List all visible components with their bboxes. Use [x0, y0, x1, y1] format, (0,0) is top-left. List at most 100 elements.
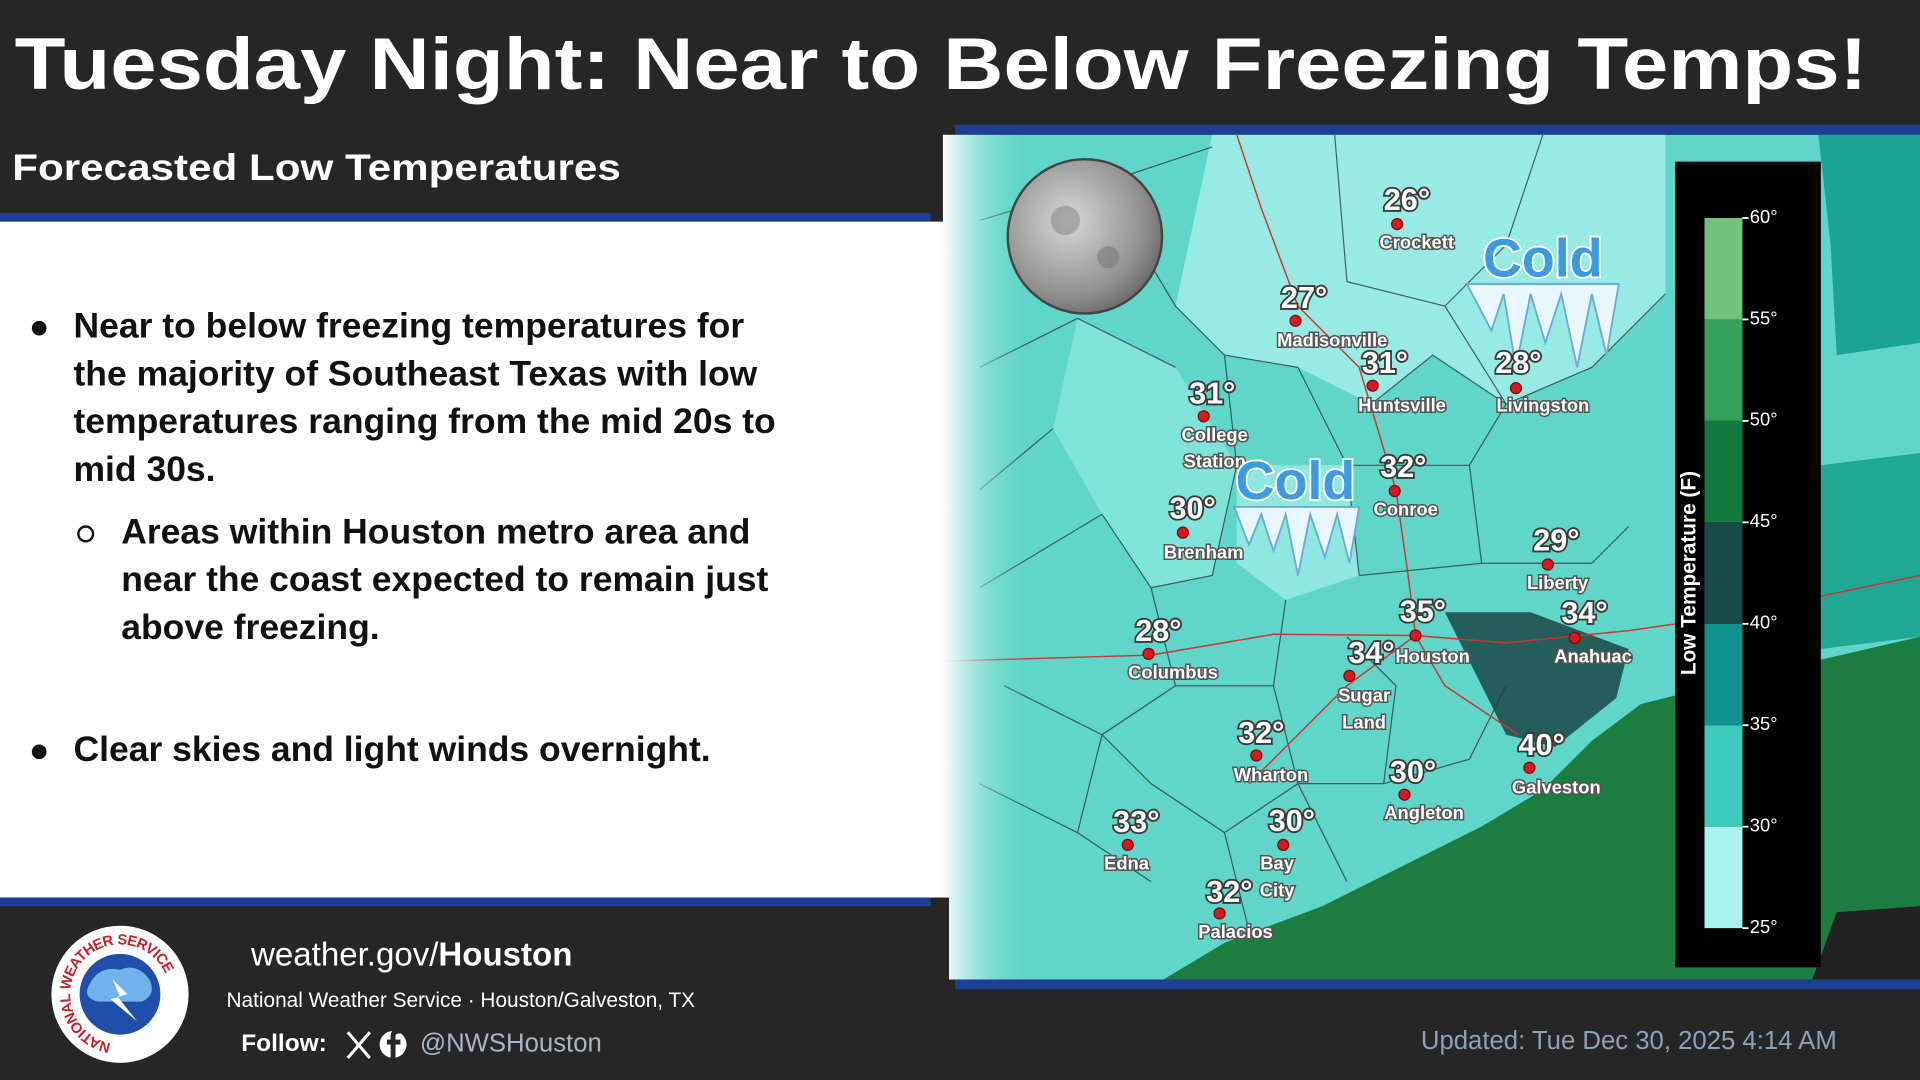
city-name: City [1260, 879, 1295, 900]
legend-label: 60° [1750, 206, 1778, 227]
cold-label: Cold [1483, 228, 1603, 288]
cities: 26°Crockett27°Madisonville31°Huntsville2… [1103, 181, 1634, 943]
legend-title: Low Temperature (F) [1677, 471, 1700, 675]
city-temp: 30° [1269, 804, 1315, 838]
x-icon[interactable] [346, 1031, 371, 1059]
legend-label: 25° [1750, 916, 1778, 937]
city-dot [1391, 217, 1404, 231]
sub-bullet-line: above freezing. [121, 607, 379, 647]
city-temp: 26° [1384, 183, 1430, 217]
legend-label: 40° [1750, 612, 1778, 633]
nws-logo: NATIONAL WEATHER SERVICE [51, 925, 189, 1063]
city-temp: 30° [1170, 492, 1216, 526]
city-temp: 29° [1533, 524, 1579, 558]
legend-label: 45° [1750, 510, 1778, 531]
city-temp: 28° [1495, 346, 1541, 380]
bullet-line: Near to below freezing temperatures for [73, 306, 744, 346]
city-temp: 35° [1400, 595, 1446, 629]
city-temp: 27° [1281, 281, 1327, 315]
handle[interactable]: @NWSHouston [420, 1029, 602, 1057]
city-name: Edna [1104, 852, 1150, 873]
city-name: Palacios [1198, 921, 1273, 942]
map-fade [942, 134, 1029, 980]
city-temp: 30° [1390, 755, 1436, 789]
legend-band [1704, 217, 1743, 320]
city-temp: 32° [1380, 450, 1426, 484]
city-temp: 31° [1189, 377, 1235, 411]
city-name: Brenham [1164, 541, 1244, 562]
city-temp: 32° [1238, 716, 1284, 750]
bullet-dot [31, 744, 47, 760]
city-dot [1509, 382, 1523, 395]
warm-region [1820, 453, 1920, 649]
city-dot [1213, 907, 1226, 920]
city-temp: 33° [1113, 805, 1159, 839]
city-dot [1541, 558, 1554, 571]
legend-band [1704, 420, 1743, 523]
city-name: Liberty [1527, 572, 1589, 593]
moon [1006, 157, 1164, 315]
city-dot [1250, 749, 1263, 762]
legend-band [1704, 522, 1743, 624]
city-temp: 32° [1206, 875, 1252, 909]
legend-label: 50° [1750, 409, 1778, 430]
city-dot [1398, 788, 1411, 801]
legend-band [1704, 826, 1743, 929]
logo-bolt [110, 979, 138, 1022]
city-temp: 34° [1348, 636, 1394, 670]
city-dot [1197, 410, 1210, 423]
city-name: Conroe [1374, 498, 1438, 519]
moon-crater [1050, 205, 1080, 236]
legend-band [1704, 725, 1743, 827]
city-name: Sugar [1338, 685, 1390, 706]
city-name: College [1182, 424, 1248, 445]
city-dot [1121, 838, 1134, 852]
office: National Weather Service · Houston/Galve… [227, 989, 696, 1012]
city-name: Huntsville [1358, 394, 1446, 415]
warm-region [1818, 134, 1920, 356]
header-bar [0, 0, 1920, 135]
website: weather.gov/Houston [250, 936, 572, 973]
title: Tuesday Night: Near to Below Freezing Te… [15, 22, 1868, 105]
subtitle: Forecasted Low Temperatures [12, 147, 621, 188]
city-name: Madisonville [1277, 329, 1387, 350]
city-name: Bay [1260, 852, 1294, 873]
sub-bullet-dot [77, 525, 95, 543]
city-dot [1388, 484, 1401, 498]
city-temp: 34° [1561, 596, 1607, 630]
cold-region [1053, 318, 1237, 588]
moon-crater [1097, 246, 1120, 269]
city-dot [1289, 314, 1302, 327]
city-dot [1176, 526, 1189, 539]
icicles [1232, 283, 1620, 576]
city-dot [1277, 838, 1290, 852]
city-name: Livingston [1496, 394, 1589, 415]
icicle [1232, 506, 1361, 576]
city-name: Crockett [1379, 232, 1453, 253]
legend-label: 35° [1750, 713, 1778, 734]
website-domain: weather.gov/ [250, 936, 439, 973]
city-name: Land [1342, 712, 1386, 733]
follow-label: Follow: [241, 1030, 327, 1057]
bullet-line: mid 30s. [73, 449, 215, 489]
city-temp: 31° [1362, 346, 1408, 380]
city-dot [1523, 761, 1536, 774]
city-name: Anahuac [1554, 645, 1632, 666]
accent-line [955, 124, 1920, 135]
bullet-list: Near to below freezing temperatures for t… [31, 306, 776, 769]
subtitle-bar [0, 134, 943, 221]
legend: 60° 55° 50° 45° 40° 35° 30° 25° Low Temperature … [1677, 206, 1777, 937]
website-office: Houston [438, 936, 572, 973]
city-dot [1568, 631, 1581, 645]
gulf-dark [1812, 906, 1920, 980]
bullet-line: Clear skies and light winds overnight. [73, 729, 710, 769]
text-panel [0, 221, 949, 898]
city-name: Galveston [1512, 776, 1601, 797]
city-dot [1343, 669, 1356, 683]
city-temp: 28° [1135, 614, 1181, 648]
city-name: Wharton [1234, 764, 1308, 785]
sub-bullet-line: Areas within Houston metro area and [121, 511, 750, 551]
updated: Updated: Tue Dec 30, 2025 4:14 AM [1421, 1027, 1837, 1055]
